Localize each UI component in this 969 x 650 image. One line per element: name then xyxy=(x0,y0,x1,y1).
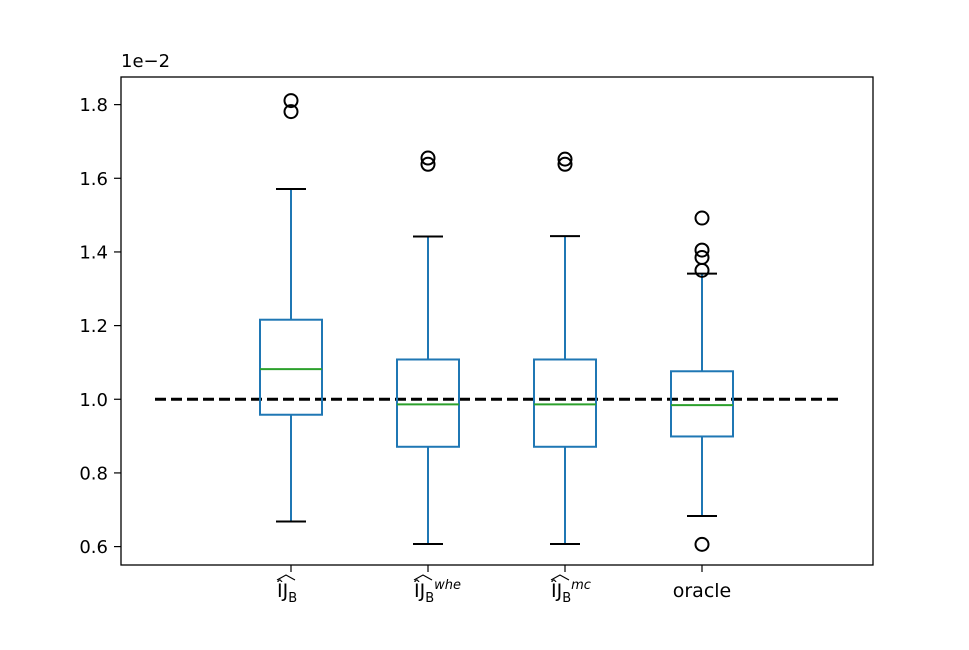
x-tick-label: oracle xyxy=(673,580,732,602)
outlier-point xyxy=(557,156,573,172)
y-tick-label: 1.0 xyxy=(79,390,108,411)
box-iqr xyxy=(670,370,734,438)
hat-accent xyxy=(276,574,296,581)
box-group xyxy=(396,150,460,546)
outlier-point xyxy=(694,249,710,265)
x-tick-label: ÎJBmc xyxy=(550,578,591,606)
outlier-point xyxy=(283,93,299,109)
hat-accent xyxy=(413,574,433,581)
outlier-point xyxy=(694,242,710,258)
y-offset-label: 1e−2 xyxy=(121,51,170,72)
x-tick-label: ÎJB xyxy=(276,579,297,606)
box-group xyxy=(670,210,734,552)
y-tick-label: 1.8 xyxy=(79,95,108,116)
y-tick-label: 0.8 xyxy=(79,463,108,484)
outlier-point xyxy=(694,210,710,226)
box-iqr xyxy=(259,318,323,416)
outlier-point xyxy=(557,151,573,167)
outlier-point xyxy=(283,104,299,120)
outlier-point xyxy=(694,536,710,552)
box-iqr xyxy=(533,358,597,448)
y-tick-label: 1.2 xyxy=(79,316,108,337)
y-tick-label: 1.4 xyxy=(79,242,108,263)
outlier-point xyxy=(420,150,436,166)
box-group xyxy=(533,151,597,546)
outlier-point xyxy=(420,156,436,172)
x-tick-label: ÎJBwhe xyxy=(413,578,461,606)
box-group xyxy=(259,93,323,523)
axes-frame xyxy=(120,76,874,566)
y-tick-label: 1.6 xyxy=(79,169,108,190)
box-iqr xyxy=(396,358,460,448)
hat-accent xyxy=(550,574,570,581)
y-tick-label: 0.6 xyxy=(79,537,108,558)
